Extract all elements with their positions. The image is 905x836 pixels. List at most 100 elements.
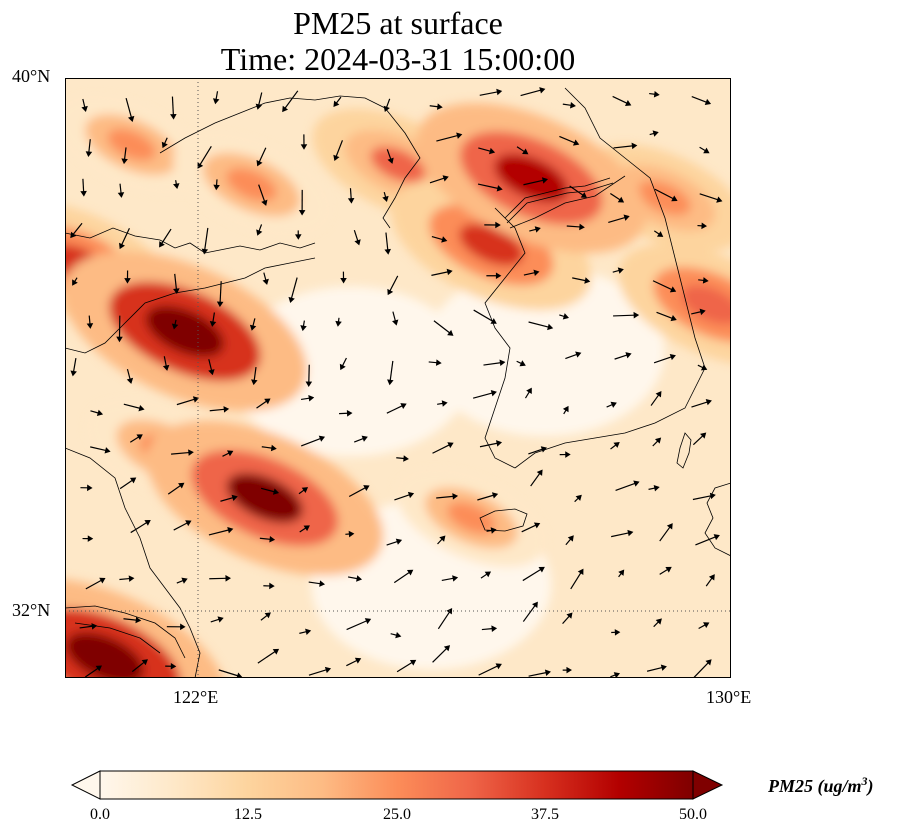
colorbar-extend-high	[692, 770, 724, 800]
wind-vector	[529, 226, 541, 233]
wind-vector	[123, 616, 142, 624]
wind-vector	[562, 666, 572, 674]
wind-vector	[648, 484, 660, 492]
border-dprk-double	[506, 182, 614, 224]
wind-vector	[522, 601, 538, 622]
wind-vector	[612, 95, 632, 106]
wind-vector	[347, 575, 363, 582]
border-china-dprk	[509, 175, 626, 229]
wind-vector	[308, 580, 326, 587]
wind-vector	[566, 223, 585, 231]
map-frame	[65, 78, 731, 678]
wind-vector	[116, 315, 123, 343]
wind-vector	[212, 91, 220, 105]
wind-vector	[208, 359, 215, 376]
wind-vector	[697, 222, 708, 230]
wind-vector	[608, 214, 630, 224]
wind-vector	[650, 391, 662, 406]
wind-vector	[691, 399, 712, 408]
wind-vector	[477, 183, 503, 192]
wind-vector	[84, 665, 102, 678]
wind-vector	[570, 568, 584, 590]
wind-vector	[159, 228, 172, 248]
wind-vector	[70, 358, 77, 377]
pm25-hotspot-4-level-2	[638, 180, 691, 216]
wind-vector	[209, 406, 230, 413]
wind-vector	[119, 575, 135, 582]
wind-vector	[162, 356, 170, 371]
wind-vector	[121, 147, 128, 165]
wind-vector	[656, 311, 677, 322]
wind-vector	[386, 403, 407, 414]
wind-vector	[82, 535, 94, 542]
wind-vector	[521, 522, 541, 533]
colorbar-tick-12-5: 12.5	[234, 806, 262, 823]
wind-vector	[483, 359, 506, 367]
wind-vector	[486, 272, 502, 280]
wind-vector	[653, 353, 676, 364]
wind-vector	[119, 228, 130, 250]
colorbar-gradient	[99, 770, 694, 800]
wind-vector	[171, 319, 179, 330]
wind-vector	[201, 227, 209, 255]
wind-vector	[436, 493, 459, 500]
wind-vector	[173, 520, 192, 531]
wind-vector	[387, 275, 399, 296]
wind-vector	[386, 149, 394, 164]
pm25-hotspot-11-level-2	[145, 305, 224, 357]
wind-vector	[197, 145, 212, 169]
wind-vector	[615, 480, 640, 492]
wind-vector	[176, 577, 188, 584]
wind-vector	[260, 487, 280, 495]
wind-vector	[80, 178, 87, 197]
wind-vector	[472, 390, 497, 399]
wind-vector	[524, 387, 532, 399]
coastline-china-east	[65, 447, 201, 678]
wind-vector	[652, 437, 662, 447]
wind-vector	[339, 357, 347, 371]
wind-vector	[256, 224, 263, 236]
wind-vector	[659, 566, 672, 575]
pm25-hotspot-6-level-2	[681, 285, 731, 325]
wind-vector	[477, 492, 499, 501]
coastline-japan-kyushu	[704, 482, 731, 557]
wind-vector	[260, 612, 271, 621]
wind-vector	[255, 92, 263, 110]
lon-tick-130e: 130°E	[706, 687, 752, 707]
wind-vector	[257, 648, 280, 664]
coastline-china-shandong	[65, 257, 316, 354]
wind-vector	[353, 435, 368, 443]
wind-vector	[210, 616, 224, 623]
wind-vector	[610, 672, 621, 678]
wind-vector	[346, 618, 372, 631]
wind-vector	[523, 177, 548, 186]
wind-vector	[130, 520, 151, 534]
wind-vector	[294, 230, 302, 240]
wind-vector	[691, 96, 712, 106]
colorbar-label-text: PM25 (ug/m	[768, 776, 862, 796]
wind-vector	[213, 179, 220, 191]
wind-vector	[119, 477, 137, 490]
wind-vector	[123, 403, 145, 412]
pm25-hotspot-0-level-2	[107, 129, 156, 161]
wind-vector	[347, 188, 355, 204]
coastline-yangtze	[65, 605, 186, 659]
map-time-subtitle: Time: 2024-03-31 15:00:00	[220, 41, 576, 77]
wind-vector	[85, 577, 106, 590]
wind-vector	[428, 359, 442, 366]
wind-vector	[437, 400, 448, 407]
wind-vector	[261, 444, 277, 452]
wind-vector	[299, 628, 312, 636]
colorbar-tick-25: 25.0	[383, 806, 411, 823]
lat-tick-32n: 32°N	[12, 600, 51, 620]
wind-vector	[432, 442, 454, 454]
clean-area-1	[424, 266, 665, 437]
wind-vector	[433, 320, 454, 336]
wind-vector	[340, 271, 347, 284]
wind-vector	[481, 625, 498, 632]
wind-vector	[299, 525, 310, 533]
colorbar-label-exponent: 3	[861, 774, 868, 788]
wind-vector	[282, 90, 299, 113]
coastline-china-north	[65, 227, 316, 254]
wind-vector	[79, 623, 98, 630]
